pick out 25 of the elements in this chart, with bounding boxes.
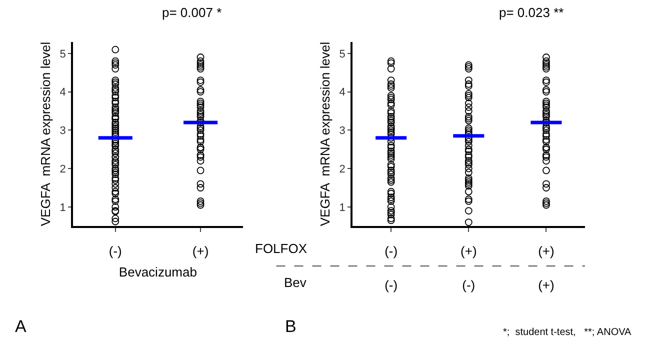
- y-tick-label: 1: [339, 202, 346, 214]
- y-axis-title: VEGFA mRNA expression level: [38, 42, 54, 226]
- y-axis-title: VEGFA mRNA expression level: [318, 42, 333, 226]
- y-tick-label: 4: [339, 86, 346, 99]
- y-tick-label: 1: [60, 202, 66, 214]
- text: B: [285, 317, 296, 336]
- y-tick-label: 5: [60, 48, 66, 60]
- text: A: [15, 317, 27, 336]
- chart-title: p= 0.007 *: [162, 5, 222, 20]
- chart-title: p= 0.023 **: [499, 5, 564, 20]
- x-axis-title: Bevacizumab: [118, 264, 197, 280]
- text: *; student t-test, **; ANOVA: [503, 327, 632, 338]
- y-tick-label: 5: [339, 48, 346, 60]
- text: Bev: [284, 275, 307, 290]
- text: FOLFOX: [255, 241, 308, 256]
- y-tick-label: 3: [60, 125, 66, 138]
- y-tick-label: 2: [339, 163, 346, 176]
- category-label: (+) (-): [460, 243, 477, 292]
- category-label: (+) (+): [538, 243, 554, 292]
- x-tick-label: (-): [108, 243, 122, 258]
- category-label: (-) (-): [384, 243, 398, 292]
- y-tick-label: 3: [339, 125, 346, 138]
- y-tick-label: 4: [60, 86, 66, 99]
- x-tick-label: (+): [192, 243, 209, 258]
- y-tick-label: 2: [60, 163, 66, 176]
